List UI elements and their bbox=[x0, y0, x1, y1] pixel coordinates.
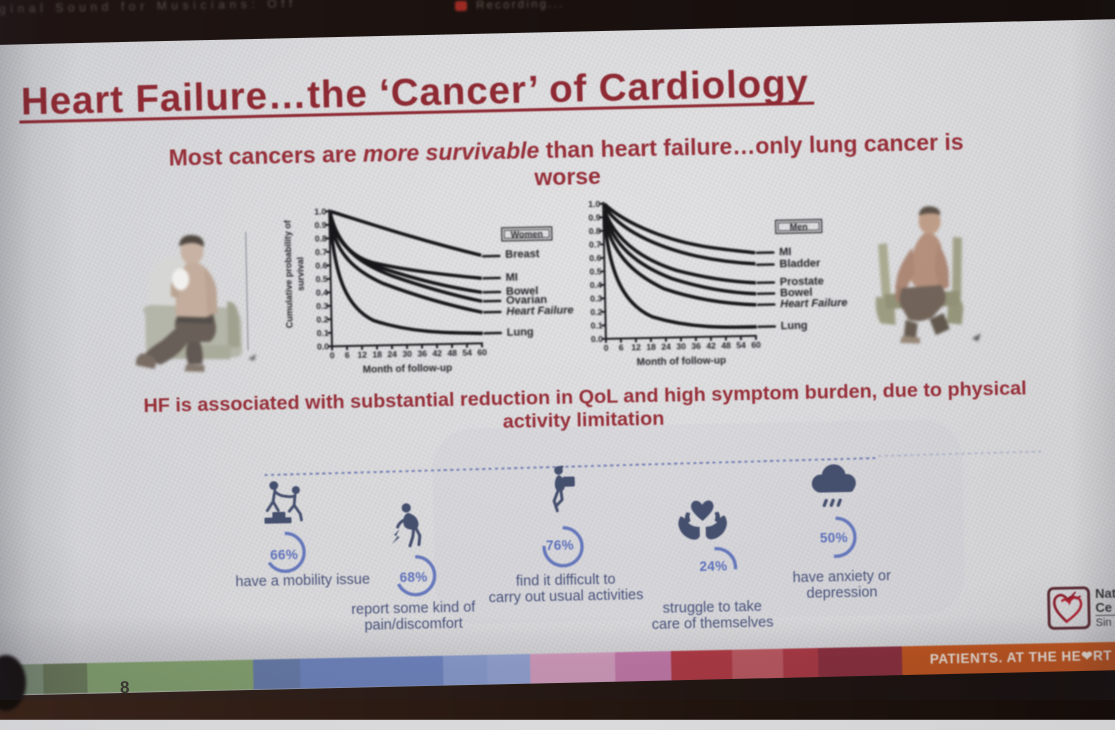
svg-text:18: 18 bbox=[646, 342, 656, 352]
svg-text:0: 0 bbox=[330, 350, 335, 360]
svg-text:0.2: 0.2 bbox=[316, 314, 328, 324]
svg-text:survival: survival bbox=[295, 257, 306, 291]
svg-text:Bladder: Bladder bbox=[779, 258, 821, 271]
svg-text:Bowel: Bowel bbox=[780, 287, 813, 300]
svg-text:0.4: 0.4 bbox=[590, 280, 602, 290]
svg-text:0.8: 0.8 bbox=[589, 226, 601, 236]
svg-text:Bowel: Bowel bbox=[506, 285, 539, 298]
svg-text:Men: Men bbox=[790, 222, 808, 232]
svg-text:Women: Women bbox=[511, 229, 544, 240]
svg-text:Month of follow-up: Month of follow-up bbox=[363, 363, 453, 376]
svg-text:Lung: Lung bbox=[781, 320, 808, 333]
svg-text:42: 42 bbox=[432, 348, 442, 358]
svg-text:0.9: 0.9 bbox=[315, 220, 327, 230]
svg-text:0.6: 0.6 bbox=[589, 253, 601, 263]
svg-text:0.0: 0.0 bbox=[591, 334, 603, 344]
svg-text:48: 48 bbox=[447, 348, 457, 358]
svg-text:1.0: 1.0 bbox=[314, 206, 326, 216]
svg-text:Lung: Lung bbox=[507, 326, 534, 339]
svg-text:0.4: 0.4 bbox=[316, 287, 328, 297]
svg-text:60: 60 bbox=[751, 340, 761, 350]
svg-text:12: 12 bbox=[631, 342, 641, 352]
svg-text:0.3: 0.3 bbox=[316, 301, 328, 311]
svg-text:30: 30 bbox=[676, 341, 686, 351]
svg-text:24: 24 bbox=[661, 342, 671, 352]
svg-text:Breast: Breast bbox=[505, 248, 540, 261]
svg-text:54: 54 bbox=[736, 340, 746, 350]
svg-text:12: 12 bbox=[357, 350, 367, 360]
svg-text:30: 30 bbox=[402, 349, 412, 359]
svg-text:6: 6 bbox=[619, 342, 624, 352]
svg-text:54: 54 bbox=[462, 348, 472, 358]
svg-text:6: 6 bbox=[345, 350, 350, 360]
svg-text:60: 60 bbox=[477, 347, 487, 357]
svg-text:0: 0 bbox=[604, 343, 609, 353]
svg-text:0.3: 0.3 bbox=[590, 293, 602, 303]
svg-text:1.0: 1.0 bbox=[588, 199, 600, 209]
svg-text:MI: MI bbox=[779, 246, 791, 258]
svg-text:0.2: 0.2 bbox=[590, 307, 602, 317]
svg-text:Heart Failure: Heart Failure bbox=[506, 304, 573, 317]
svg-text:0.7: 0.7 bbox=[315, 247, 327, 257]
svg-text:0.5: 0.5 bbox=[589, 266, 601, 276]
svg-text:0.9: 0.9 bbox=[588, 212, 600, 222]
svg-text:MI: MI bbox=[506, 272, 518, 284]
svg-text:36: 36 bbox=[417, 348, 427, 358]
svg-text:0.1: 0.1 bbox=[591, 320, 603, 330]
svg-text:0.0: 0.0 bbox=[317, 341, 329, 351]
svg-text:0.6: 0.6 bbox=[315, 260, 327, 270]
svg-text:0.1: 0.1 bbox=[317, 328, 329, 338]
svg-text:Ovarian: Ovarian bbox=[506, 294, 547, 307]
svg-text:18: 18 bbox=[372, 349, 382, 359]
svg-text:36: 36 bbox=[691, 341, 701, 351]
svg-text:Month of follow-up: Month of follow-up bbox=[637, 355, 727, 368]
svg-text:0.8: 0.8 bbox=[315, 233, 327, 243]
svg-text:0.7: 0.7 bbox=[589, 239, 601, 249]
svg-text:48: 48 bbox=[721, 340, 731, 350]
svg-text:24: 24 bbox=[387, 349, 397, 359]
svg-text:Cumulative probability of: Cumulative probability of bbox=[282, 219, 294, 328]
svg-text:Prostate: Prostate bbox=[780, 275, 824, 288]
svg-text:42: 42 bbox=[706, 341, 716, 351]
svg-text:0.5: 0.5 bbox=[316, 274, 328, 284]
svg-text:Heart Failure: Heart Failure bbox=[780, 297, 847, 310]
